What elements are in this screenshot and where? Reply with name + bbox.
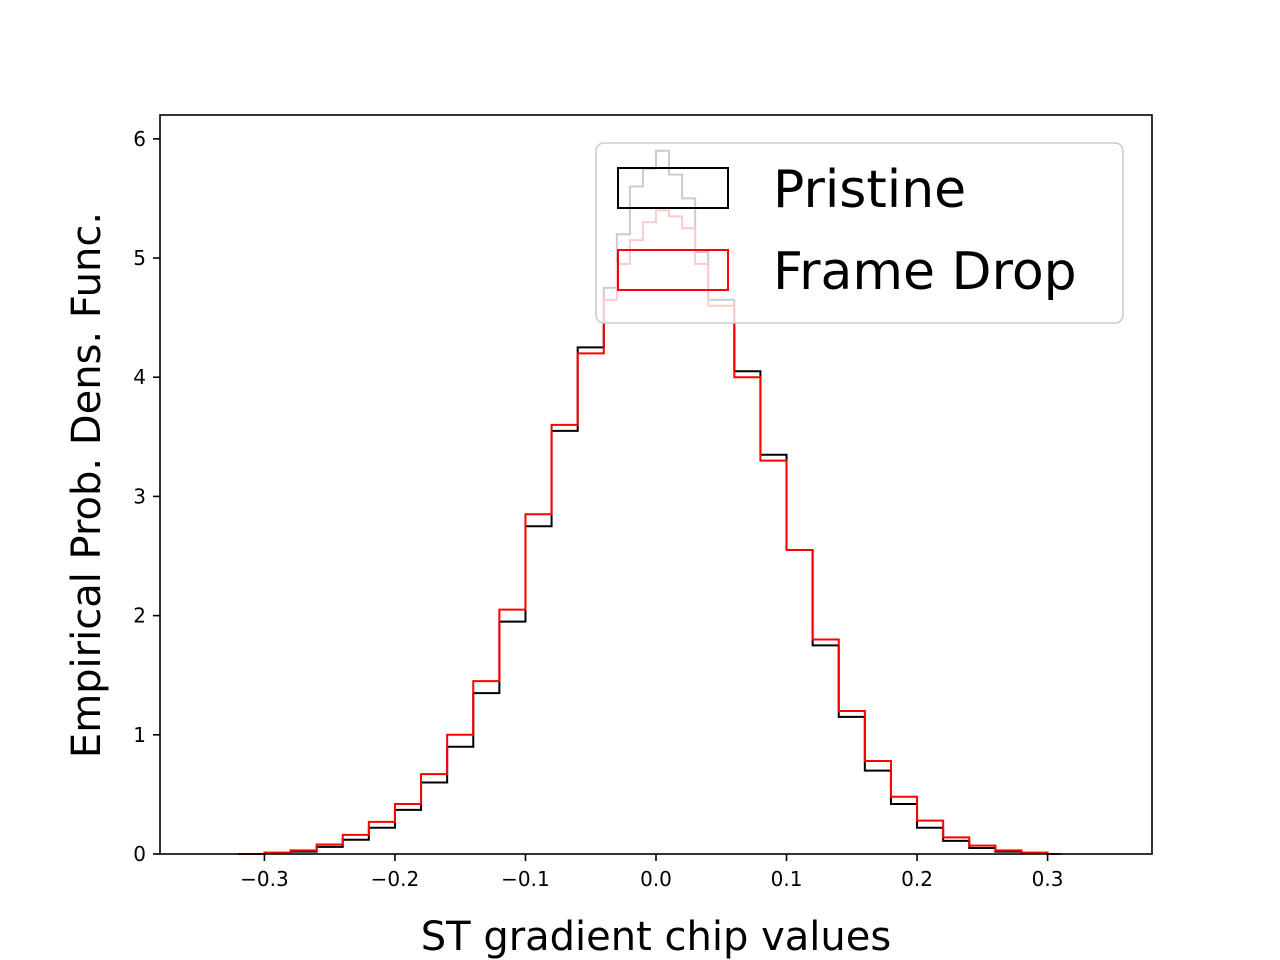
y-tick-label: 3 [133,484,146,508]
x-tick-label: −0.3 [240,867,289,891]
legend-label-pristine: Pristine [773,160,966,220]
y-axis-label: Empirical Prob. Dens. Func. [64,212,110,758]
y-tick-label: 5 [133,246,146,270]
y-tick-label: 2 [133,604,146,628]
legend-swatch-pristine [617,167,729,209]
x-ticks: −0.3 −0.2 −0.1 0.0 0.1 0.2 0.3 [240,854,1063,891]
x-tick-label: 0.1 [771,867,803,891]
y-tick-label: 4 [133,365,146,389]
legend: Pristine Frame Drop [595,142,1124,324]
y-ticks: 0 1 2 3 4 5 6 [133,127,160,866]
x-tick-label: 0.2 [901,867,933,891]
legend-swatch-frame-drop [617,249,729,291]
y-tick-label: 1 [133,723,146,747]
x-tick-label: −0.1 [501,867,550,891]
x-axis-label: ST gradient chip values [421,914,891,960]
x-tick-label: −0.2 [371,867,420,891]
y-tick-label: 0 [133,842,146,866]
x-tick-label: 0.0 [640,867,672,891]
legend-label-frame-drop: Frame Drop [773,242,1077,302]
y-tick-label: 6 [133,127,146,151]
x-tick-label: 0.3 [1032,867,1064,891]
